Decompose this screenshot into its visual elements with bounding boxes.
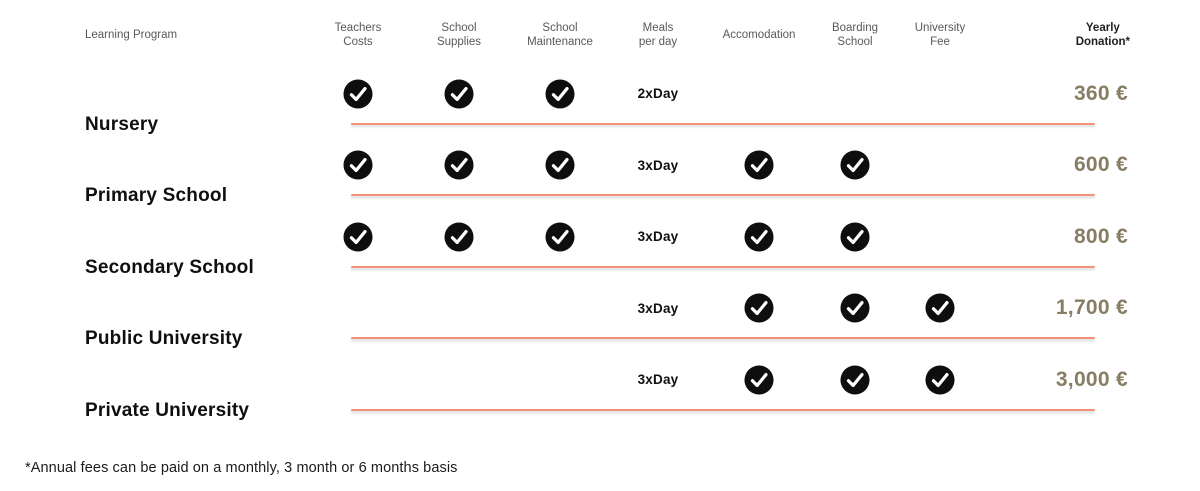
column-header-meals-per-day: Meals per day <box>638 22 678 48</box>
column-header-program: Learning Program <box>85 29 178 41</box>
check-circle-icon <box>925 293 955 323</box>
cell-university-fee <box>898 268 982 340</box>
check-circle-icon <box>840 293 870 323</box>
cell-teachers-costs <box>308 339 408 411</box>
cell-boarding-school <box>812 53 898 125</box>
check-circle-icon <box>444 150 474 180</box>
cell-school-maintenance <box>510 196 610 268</box>
check-circle-icon <box>840 365 870 395</box>
cell-school-supplies <box>408 339 510 411</box>
cell-accomodation <box>706 339 812 411</box>
cell-school-supplies <box>408 196 510 268</box>
cell-yearly-donation: 360 € <box>1073 81 1128 105</box>
cell-university-fee <box>898 339 982 411</box>
cell-boarding-school <box>812 196 898 268</box>
cell-school-maintenance <box>510 339 610 411</box>
column-header-school-supplies: School Supplies <box>436 22 482 48</box>
column-header-boarding-school: Boarding School <box>831 22 879 48</box>
cell-university-fee <box>898 53 982 125</box>
cell-school-maintenance <box>510 125 610 197</box>
check-circle-icon <box>744 293 774 323</box>
check-circle-icon <box>925 365 955 395</box>
check-circle-icon <box>343 222 373 252</box>
cell-university-fee <box>898 125 982 197</box>
check-circle-icon <box>444 222 474 252</box>
check-circle-icon <box>545 79 575 109</box>
cell-accomodation <box>706 125 812 197</box>
program-label-cell: Private University <box>0 339 308 421</box>
cell-accomodation <box>706 53 812 125</box>
column-header-university-fee: University Fee <box>914 22 966 48</box>
table-row: Public University 3xDay 1,700 € <box>0 268 1148 349</box>
check-circle-icon <box>545 222 575 252</box>
program-name: Nursery <box>85 113 159 135</box>
cell-yearly-donation: 1,700 € <box>1055 296 1128 320</box>
cell-school-maintenance <box>510 53 610 125</box>
table-body: Nursery 2xDay 360 € Primary School 3xDay 600 … <box>0 53 1200 421</box>
column-header-accomodation: Accomodation <box>722 29 796 41</box>
cell-meals-per-day: 3xDay <box>637 229 679 245</box>
program-name: Private University <box>85 399 250 421</box>
program-name: Public University <box>85 328 243 349</box>
cell-meals-per-day: 3xDay <box>637 157 679 173</box>
cell-meals-per-day: 3xDay <box>637 372 679 388</box>
cell-accomodation <box>706 268 812 340</box>
footnote: *Annual fees can be paid on a monthly, 3… <box>25 460 458 476</box>
table-row: Nursery 2xDay 360 € <box>0 53 1148 135</box>
table-row: Primary School 3xDay 600 € <box>0 125 1148 206</box>
check-circle-icon <box>744 150 774 180</box>
cell-yearly-donation: 3,000 € <box>1055 367 1128 391</box>
row-divider-line <box>351 194 1095 196</box>
cell-meals-per-day: 3xDay <box>637 300 679 316</box>
cell-teachers-costs <box>308 268 408 340</box>
table-row: Private University 3xDay 3,000 € <box>0 339 1148 421</box>
cell-teachers-costs <box>308 125 408 197</box>
column-header-teachers-costs: Teachers Costs <box>334 22 382 48</box>
check-circle-icon <box>840 150 870 180</box>
cell-meals-per-day: 2xDay <box>637 86 679 102</box>
cell-school-supplies <box>408 268 510 340</box>
program-name: Secondary School <box>85 256 254 278</box>
check-circle-icon <box>744 222 774 252</box>
cell-school-supplies <box>408 53 510 125</box>
cell-boarding-school <box>812 339 898 411</box>
check-circle-icon <box>840 222 870 252</box>
check-circle-icon <box>343 150 373 180</box>
row-divider-line <box>351 122 1095 125</box>
cell-boarding-school <box>812 268 898 340</box>
program-label-cell: Public University <box>0 268 308 349</box>
check-circle-icon <box>545 150 575 180</box>
cell-accomodation <box>706 196 812 268</box>
cell-school-maintenance <box>510 268 610 340</box>
row-divider-line <box>351 408 1095 411</box>
program-label-cell: Secondary School <box>0 196 308 278</box>
cell-teachers-costs <box>308 53 408 125</box>
cell-yearly-donation: 600 € <box>1073 153 1128 177</box>
cell-yearly-donation: 800 € <box>1073 224 1128 248</box>
program-label-cell: Nursery <box>0 53 308 135</box>
column-header-school-maintenance: School Maintenance <box>527 22 593 48</box>
cell-university-fee <box>898 196 982 268</box>
cell-boarding-school <box>812 125 898 197</box>
check-circle-icon <box>744 365 774 395</box>
program-label-cell: Primary School <box>0 125 308 206</box>
table-row: Secondary School 3xDay 800 € <box>0 196 1148 278</box>
check-circle-icon <box>343 79 373 109</box>
cell-teachers-costs <box>308 196 408 268</box>
check-circle-icon <box>444 79 474 109</box>
row-divider-line <box>351 265 1095 268</box>
column-header-yearly-donation: Yearly Donation* <box>1075 22 1130 48</box>
table-header: Learning Program Teachers Costs School Sup… <box>0 0 1148 53</box>
row-divider-line <box>351 337 1095 339</box>
cell-school-supplies <box>408 125 510 197</box>
program-name: Primary School <box>85 185 228 206</box>
